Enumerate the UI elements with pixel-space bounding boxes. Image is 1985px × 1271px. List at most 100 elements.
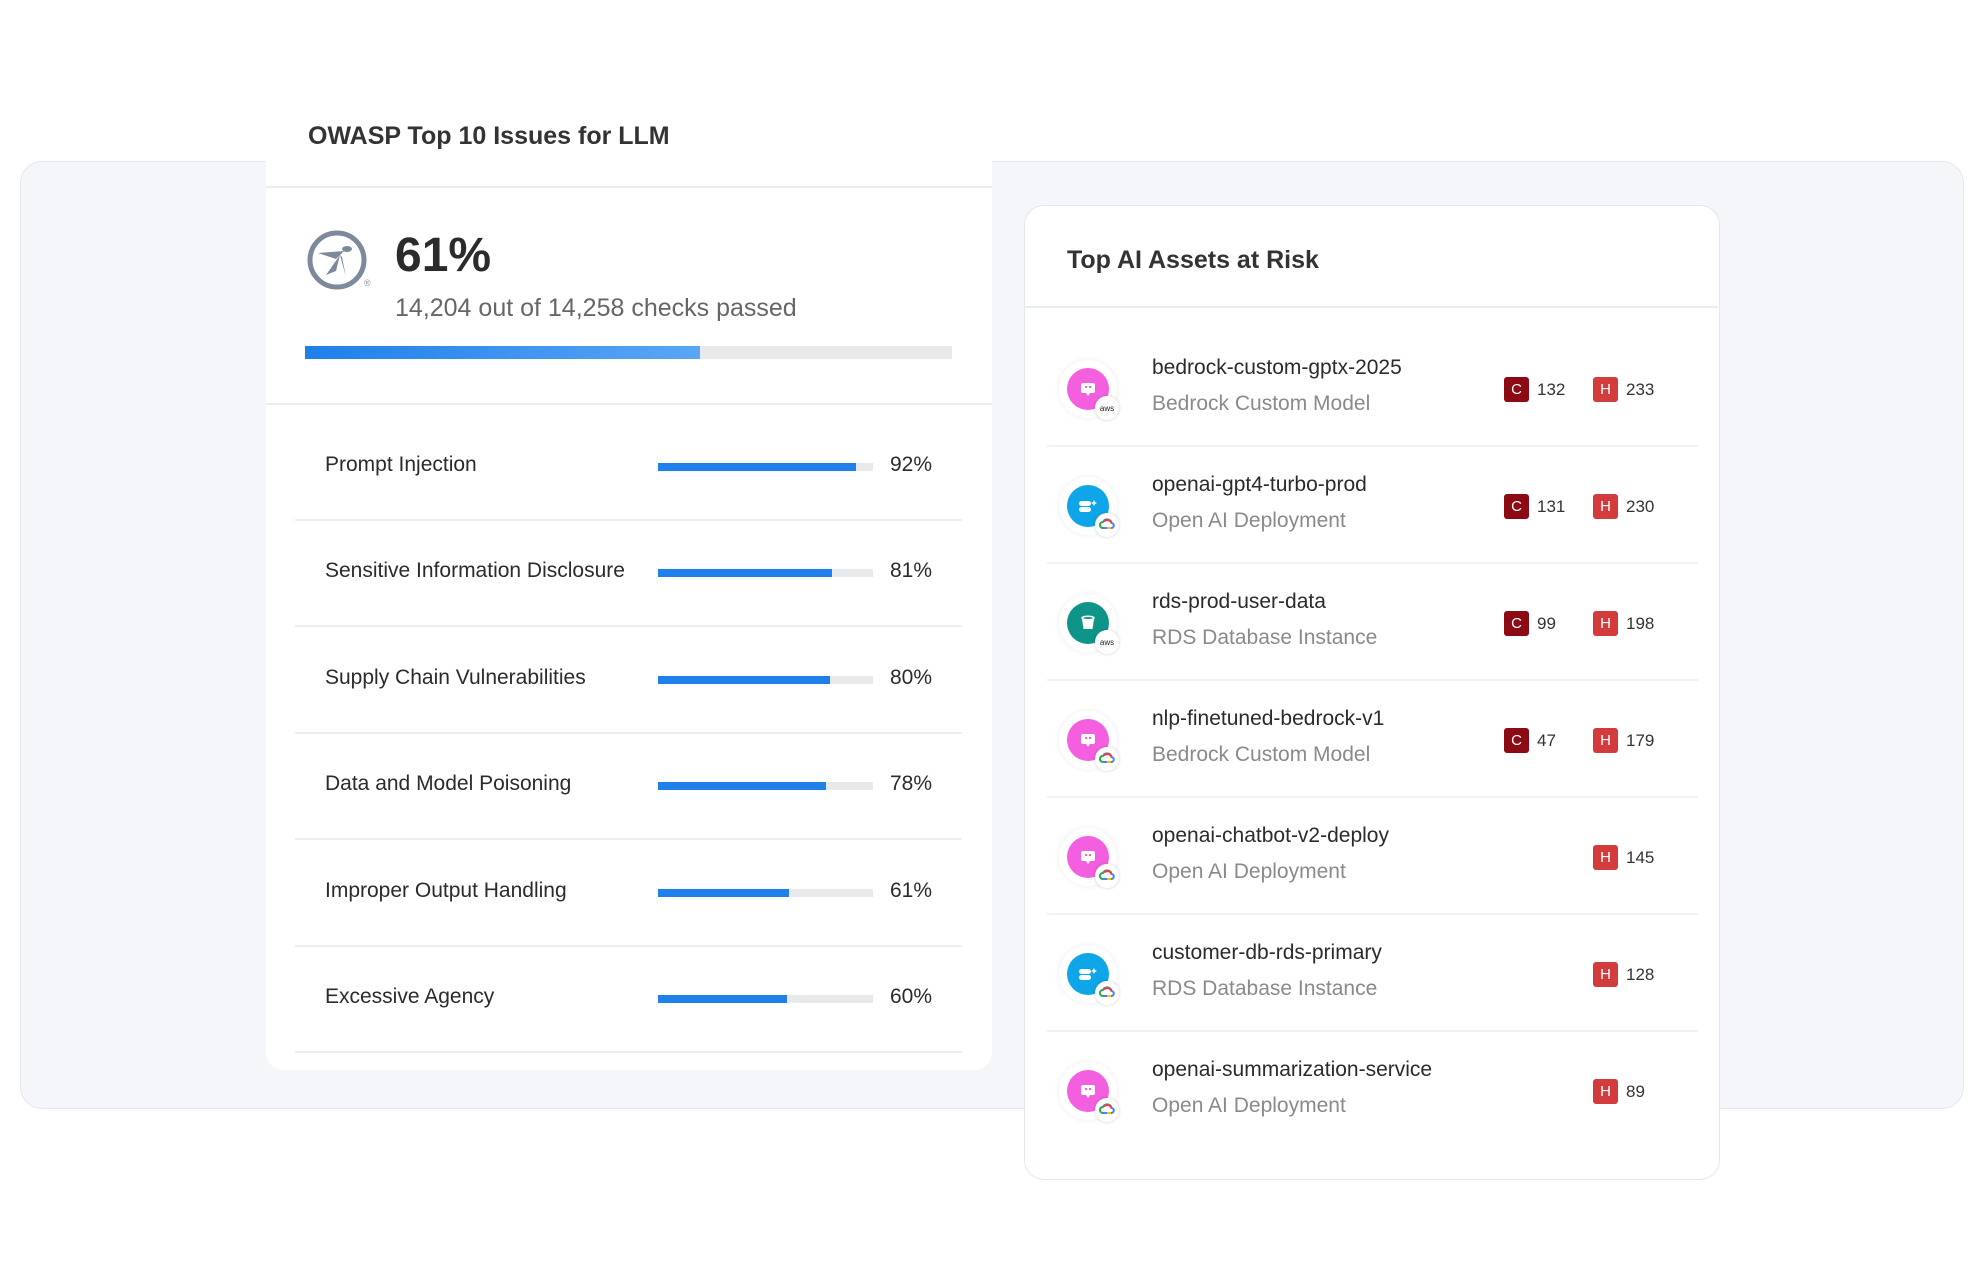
- asset-row[interactable]: nlp-finetuned-bedrock-v1 Bedrock Custom …: [1047, 681, 1698, 798]
- asset-type: Open AI Deployment: [1152, 860, 1346, 883]
- aws-icon: aws: [1099, 637, 1115, 647]
- owasp-logo-icon: [307, 230, 367, 290]
- google-cloud-icon: [1099, 986, 1115, 1000]
- high-badge: H: [1593, 845, 1618, 870]
- owasp-row-bar-fill: [658, 463, 856, 471]
- asset-row[interactable]: openai-summarization-service Open AI Dep…: [1047, 1032, 1698, 1149]
- asset-row[interactable]: customer-db-rds-primary RDS Database Ins…: [1047, 915, 1698, 1032]
- severity-counts: H 128: [1567, 962, 1656, 987]
- owasp-row-bar-fill: [658, 782, 826, 791]
- owasp-row[interactable]: Supply Chain Vulnerabilities 80%: [295, 628, 962, 734]
- owasp-row-percent: 78%: [889, 772, 932, 796]
- divider: [266, 403, 992, 405]
- google-cloud-icon: [1099, 869, 1115, 883]
- high-count: 128: [1626, 964, 1655, 984]
- divider: [266, 186, 992, 188]
- overall-percent: 61%: [395, 229, 492, 282]
- owasp-row-bar-fill: [658, 569, 833, 578]
- overall-progress-bar: [305, 346, 952, 359]
- owasp-row-label: Sensitive Information Disclosure: [325, 559, 625, 583]
- high-count: 145: [1626, 847, 1655, 867]
- owasp-row[interactable]: Data and Model Poisoning 78%: [295, 734, 962, 841]
- owasp-row-bar: [658, 569, 873, 578]
- critical-badge: C: [1504, 611, 1529, 636]
- owasp-row-bar: [658, 675, 873, 684]
- severity-counts: C 132 H 233: [1478, 377, 1656, 402]
- asset-name[interactable]: bedrock-custom-gptx-2025: [1152, 356, 1402, 379]
- high-badge: H: [1593, 377, 1618, 402]
- critical-badge: C: [1504, 377, 1529, 402]
- asset-row[interactable]: aws rds-prod-user-data RDS Database Inst…: [1047, 564, 1698, 681]
- asset-type: RDS Database Instance: [1152, 626, 1378, 649]
- high-badge: H: [1593, 611, 1618, 636]
- google-cloud-icon: [1099, 752, 1115, 766]
- owasp-row-percent: 80%: [889, 665, 932, 689]
- asset-name[interactable]: openai-chatbot-v2-deploy: [1152, 824, 1389, 847]
- owasp-row[interactable]: Excessive Agency 60%: [295, 947, 962, 1053]
- aws-icon: aws: [1099, 403, 1115, 413]
- severity-counts: H 145: [1567, 845, 1656, 870]
- critical-badge: C: [1504, 728, 1529, 753]
- owasp-row-label: Data and Model Poisoning: [325, 772, 572, 796]
- asset-name[interactable]: customer-db-rds-primary: [1152, 941, 1382, 964]
- owasp-row-percent: 92%: [889, 453, 932, 476]
- cloud-provider-badge: [1095, 864, 1119, 888]
- asset-type: Bedrock Custom Model: [1152, 392, 1371, 415]
- asset-avatar: [1059, 711, 1119, 771]
- high-badge: H: [1593, 1079, 1618, 1104]
- high-badge: H: [1593, 728, 1618, 753]
- severity-counts: C 99 H 198: [1478, 611, 1656, 636]
- assets-card-title: Top AI Assets at Risk: [1067, 246, 1319, 274]
- asset-name[interactable]: openai-summarization-service: [1152, 1058, 1433, 1081]
- asset-name[interactable]: openai-gpt4-turbo-prod: [1152, 473, 1367, 496]
- registered-mark: ®: [364, 278, 371, 288]
- high-count: 230: [1626, 496, 1655, 516]
- checks-summary: 14,204 out of 14,258 checks passed: [395, 294, 797, 322]
- high-count: 198: [1626, 613, 1655, 633]
- asset-name[interactable]: rds-prod-user-data: [1152, 590, 1326, 613]
- divider: [1025, 306, 1718, 308]
- critical-count: 131: [1537, 496, 1566, 516]
- google-cloud-icon: [1099, 518, 1115, 532]
- severity-counts: C 47 H 179: [1478, 728, 1656, 753]
- owasp-row-bar-fill: [658, 888, 790, 897]
- owasp-row-label: Supply Chain Vulnerabilities: [325, 665, 586, 689]
- owasp-row-bar: [658, 888, 873, 897]
- asset-type: Open AI Deployment: [1152, 1094, 1346, 1117]
- owasp-row-percent: 60%: [889, 985, 932, 1008]
- asset-avatar: aws: [1059, 594, 1119, 654]
- owasp-row-percent: 61%: [889, 878, 932, 902]
- asset-row[interactable]: openai-chatbot-v2-deploy Open AI Deploym…: [1047, 798, 1698, 915]
- asset-name[interactable]: nlp-finetuned-bedrock-v1: [1152, 707, 1385, 730]
- critical-count: 47: [1537, 730, 1556, 750]
- overall-progress-fill: [305, 346, 700, 359]
- high-badge: H: [1593, 494, 1618, 519]
- owasp-card: OWASP Top 10 Issues for LLM ® 61% 14,204…: [266, 0, 992, 1070]
- asset-avatar: aws: [1059, 360, 1119, 420]
- severity-counts: C 131 H 230: [1478, 494, 1656, 519]
- cloud-provider-badge: [1095, 747, 1119, 771]
- cloud-provider-badge: [1095, 513, 1119, 537]
- google-cloud-icon: [1099, 1103, 1115, 1117]
- critical-count: 132: [1537, 379, 1566, 399]
- high-count: 233: [1626, 379, 1655, 399]
- owasp-row-label: Improper Output Handling: [325, 878, 567, 902]
- asset-type: RDS Database Instance: [1152, 977, 1378, 1000]
- assets-card: Top AI Assets at Risk aws bedrock-custom…: [1024, 205, 1720, 1180]
- asset-row[interactable]: openai-gpt4-turbo-prod Open AI Deploymen…: [1047, 447, 1698, 564]
- owasp-row[interactable]: Prompt Injection 92%: [295, 415, 962, 521]
- owasp-card-title: OWASP Top 10 Issues for LLM: [308, 122, 670, 150]
- high-badge: H: [1593, 962, 1618, 987]
- owasp-row[interactable]: Improper Output Handling 61%: [295, 841, 962, 947]
- high-count: 89: [1626, 1081, 1645, 1101]
- owasp-row[interactable]: Sensitive Information Disclosure 81%: [295, 521, 962, 628]
- cloud-provider-badge: aws: [1095, 630, 1119, 654]
- owasp-row-bar-fill: [658, 675, 830, 684]
- critical-badge: C: [1504, 494, 1529, 519]
- owasp-row-label: Prompt Injection: [325, 453, 477, 476]
- cloud-provider-badge: [1095, 1098, 1119, 1122]
- asset-avatar: [1059, 477, 1119, 537]
- cloud-provider-badge: aws: [1095, 396, 1119, 420]
- asset-row[interactable]: aws bedrock-custom-gptx-2025 Bedrock Cus…: [1047, 330, 1698, 447]
- owasp-row-percent: 81%: [889, 559, 932, 583]
